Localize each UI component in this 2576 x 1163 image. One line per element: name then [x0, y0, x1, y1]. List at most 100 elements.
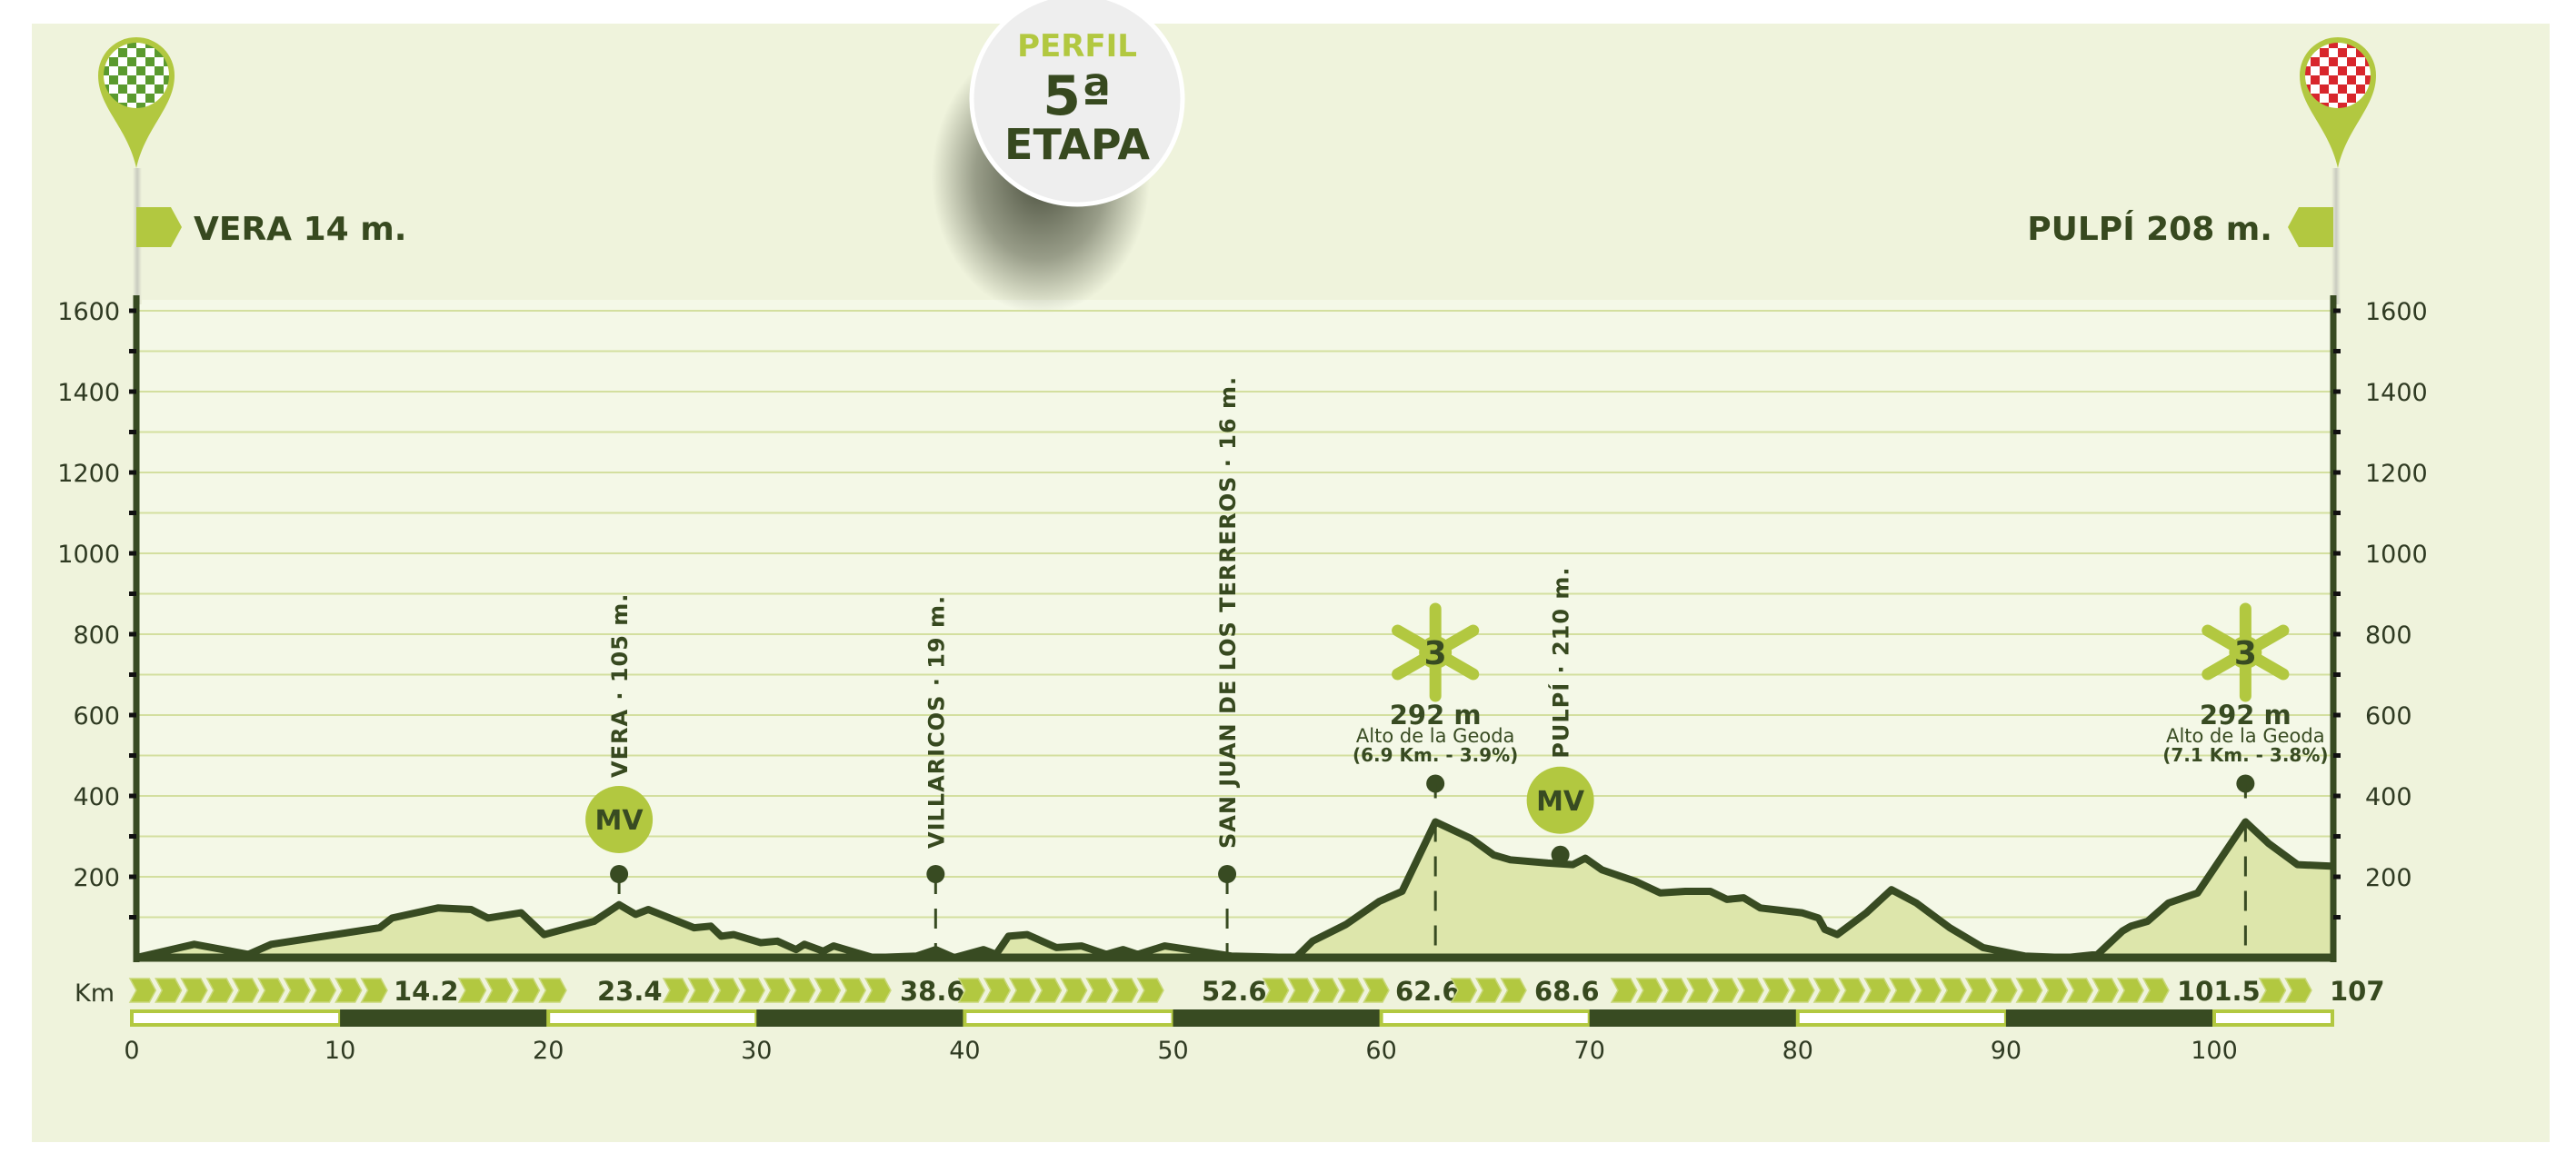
markers: MV VERA · 105 m. VILLARICOS · 19 m. SAN JUA… — [585, 376, 2329, 958]
checker-square — [2311, 94, 2320, 103]
chevron-icon — [308, 978, 337, 1003]
scale-segment-light — [1795, 1009, 2008, 1027]
y-tick-label-left: 600 — [73, 702, 120, 731]
chevron-icon — [1686, 978, 1714, 1003]
chevron-icon — [839, 978, 867, 1003]
chevron-icon — [205, 978, 235, 1003]
checker-square — [118, 66, 127, 75]
chevron-icon — [1008, 978, 1037, 1003]
checker-square — [136, 103, 145, 108]
sprint-badge-icon — [585, 786, 654, 853]
x-tick-label: 100 — [2191, 1037, 2238, 1065]
checker-square — [164, 75, 169, 84]
checkpoint-km-label: 52.6 — [1202, 976, 1267, 1007]
chevron-icon — [1111, 978, 1139, 1003]
climb-detail: (6.9 Km. - 3.9%) — [1353, 744, 1518, 766]
scale-segment-light — [1379, 1009, 1592, 1027]
start-label: VERA 14 m. — [194, 211, 406, 248]
checker-square — [145, 84, 155, 94]
checker-square — [136, 75, 145, 84]
checker-square — [127, 57, 136, 66]
axes: 200 200 400 400 600 600 800 800 1000 1000 1200 1200… — [57, 295, 2428, 962]
checker-square — [104, 75, 109, 84]
chevron-icon — [713, 978, 741, 1003]
chevron-icon — [1287, 978, 1315, 1003]
chevron-icon — [2092, 978, 2120, 1003]
chevron-icon — [2041, 978, 2069, 1003]
chevron-icon — [1262, 978, 1290, 1003]
finish-pole — [2331, 168, 2341, 304]
chevron-icon — [180, 978, 208, 1003]
chevron-icon — [511, 978, 541, 1003]
x-tick-label: 50 — [1157, 1037, 1188, 1065]
chevron-icon — [687, 978, 715, 1003]
profile-area — [136, 821, 2333, 958]
badge-etapa: ETAPA — [1004, 120, 1150, 169]
chevron-icon — [1939, 978, 1967, 1003]
chevron-icon — [983, 978, 1012, 1003]
climb-category: 3 — [2234, 635, 2257, 672]
y-tick-label-right: 1400 — [2365, 379, 2428, 407]
town-marker: MV PULPÍ · 210 m. — [1526, 566, 1594, 864]
checker-square — [109, 57, 118, 66]
checker-square — [2305, 75, 2311, 84]
checker-square — [2356, 57, 2365, 66]
chevron-icon — [1034, 978, 1063, 1003]
checker-square — [155, 66, 164, 75]
town-marker: SAN JUAN DE LOS TERREROS · 16 m. — [1215, 376, 1241, 956]
checker-square — [145, 57, 155, 66]
x-tick-label: 70 — [1574, 1037, 1605, 1065]
star-center — [2229, 636, 2262, 669]
checker-square — [2356, 66, 2365, 75]
checker-square — [2338, 66, 2347, 75]
checker-square — [109, 48, 118, 57]
x-tick-label: 90 — [1991, 1037, 2022, 1065]
checker-square — [127, 66, 136, 75]
x-tick-label: 0 — [124, 1037, 139, 1065]
y-tick-label-right: 600 — [2365, 702, 2412, 731]
checker-square — [145, 94, 155, 103]
chevron-icon — [788, 978, 816, 1003]
checkpoint-strip: 14.2 23.4 38.6 52.6 62.6 68.6 101.5 107 — [128, 976, 2385, 1007]
chevron-icon — [1060, 978, 1088, 1003]
checker-square — [136, 43, 145, 48]
chevron-icon — [2142, 978, 2170, 1003]
town-label: VERA · 105 m. — [607, 593, 633, 778]
checker-square — [136, 48, 145, 57]
chevron-icon — [1661, 978, 1689, 1003]
scale-segment-dark — [1173, 1009, 1382, 1027]
chevron-icon — [1762, 978, 1790, 1003]
climb-category: 3 — [1424, 635, 1447, 672]
town-marker-dot — [610, 865, 629, 883]
badge-perfil: PERFIL — [1017, 28, 1137, 65]
x-tick-label: 10 — [324, 1037, 355, 1065]
chevron-icon — [814, 978, 842, 1003]
checker-square — [2347, 48, 2356, 57]
chevron-icon — [2015, 978, 2043, 1003]
checker-square — [127, 48, 136, 57]
checker-square — [136, 84, 145, 94]
checker-square — [2338, 48, 2347, 57]
checker-square — [2320, 94, 2329, 103]
town-marker: MV VERA · 105 m. — [585, 593, 654, 905]
chevron-icon — [360, 978, 388, 1003]
checker-square — [118, 84, 127, 94]
checker-square — [2338, 103, 2347, 108]
checker-square — [2305, 66, 2311, 75]
km-label: Km — [75, 979, 115, 1008]
town-label: VILLARICOS · 19 m. — [924, 595, 949, 849]
town-marker-dot — [926, 865, 945, 883]
y-tick-label-left: 1000 — [57, 541, 120, 569]
x-tick-label: 60 — [1365, 1037, 1396, 1065]
checker-square — [2329, 75, 2338, 84]
checker-square — [2347, 57, 2356, 66]
checker-square — [104, 66, 109, 75]
checker-square — [2329, 66, 2338, 75]
checker-square — [2365, 66, 2371, 75]
checker-square — [2347, 94, 2356, 103]
finish-flag-icon — [2288, 207, 2333, 247]
checker-square — [127, 84, 136, 94]
checker-square — [2329, 48, 2338, 57]
chevron-icon — [1964, 978, 1992, 1003]
